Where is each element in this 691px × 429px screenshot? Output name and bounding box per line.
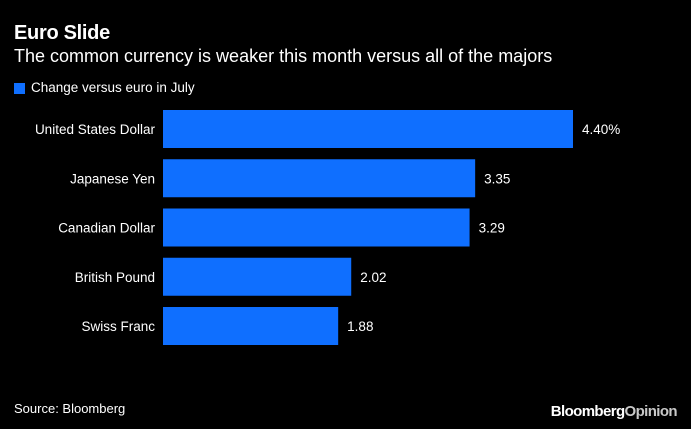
category-label: Canadian Dollar: [58, 221, 155, 236]
chart-subtitle: The common currency is weaker this month…: [14, 46, 553, 66]
bar-swiss-franc: [163, 307, 339, 345]
category-label: Swiss Franc: [81, 319, 155, 334]
value-label: 3.29: [479, 221, 505, 236]
category-label: United States Dollar: [35, 122, 156, 137]
chart-legend: Change versus euro in July: [14, 80, 195, 96]
bar-united-states-dollar: [163, 110, 573, 148]
bar-japanese-yen: [163, 159, 476, 198]
category-label: British Pound: [75, 270, 155, 285]
brand-logo: BloombergOpinion: [550, 403, 678, 421]
value-label: 4.40%: [582, 122, 620, 137]
chart-title: Euro Slide: [14, 22, 110, 44]
source-note: Source: Bloomberg: [14, 401, 126, 416]
category-label: Japanese Yen: [70, 171, 155, 186]
legend-label: Change versus euro in July: [31, 80, 195, 95]
value-label: 1.88: [347, 319, 373, 334]
value-label: 3.35: [484, 171, 510, 186]
bar-canadian-dollar: [163, 208, 470, 247]
legend-swatch: [14, 82, 25, 94]
value-label: 2.02: [360, 270, 386, 285]
brand-primary: Bloomberg: [550, 403, 625, 420]
brand-secondary: Opinion: [624, 403, 678, 420]
bar-british-pound: [163, 257, 352, 296]
